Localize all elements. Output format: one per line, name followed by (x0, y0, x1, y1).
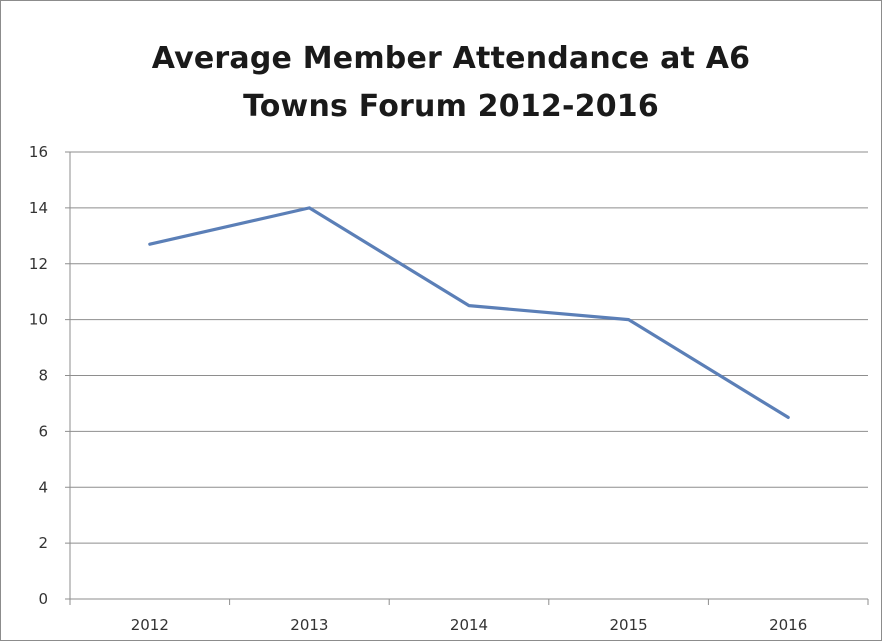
y-tick-label: 0 (38, 590, 48, 608)
axes (69, 152, 869, 605)
y-tick-labels: 0 2 4 6 8 10 12 14 16 (29, 143, 48, 608)
y-tick-label: 16 (29, 143, 48, 161)
series-line (148, 206, 790, 420)
x-tick-label: 2012 (131, 616, 169, 634)
x-tick-label: 2014 (450, 616, 488, 634)
y-tick-label: 12 (29, 255, 48, 273)
chart-title-line-1: Average Member Attendance at A6 (151, 41, 751, 76)
series-lines (148, 206, 790, 420)
x-tick-label: 2015 (610, 616, 648, 634)
chart-title-line-2: Towns Forum 2012-2016 (243, 89, 659, 124)
x-tick-label: 2013 (290, 616, 328, 634)
y-tick-label: 8 (38, 367, 48, 385)
chart-title: Average Member Attendance at A6 Towns Fo… (41, 35, 861, 131)
gridlines (65, 151, 868, 600)
y-tick-label: 2 (38, 534, 48, 552)
y-tick-label: 14 (29, 199, 48, 217)
x-tick-labels: 2012 2013 2014 2015 2016 (131, 616, 808, 634)
y-tick-label: 10 (29, 311, 48, 329)
y-tick-label: 4 (38, 478, 48, 496)
y-tick-label: 6 (38, 422, 48, 440)
x-tick-label: 2016 (769, 616, 807, 634)
